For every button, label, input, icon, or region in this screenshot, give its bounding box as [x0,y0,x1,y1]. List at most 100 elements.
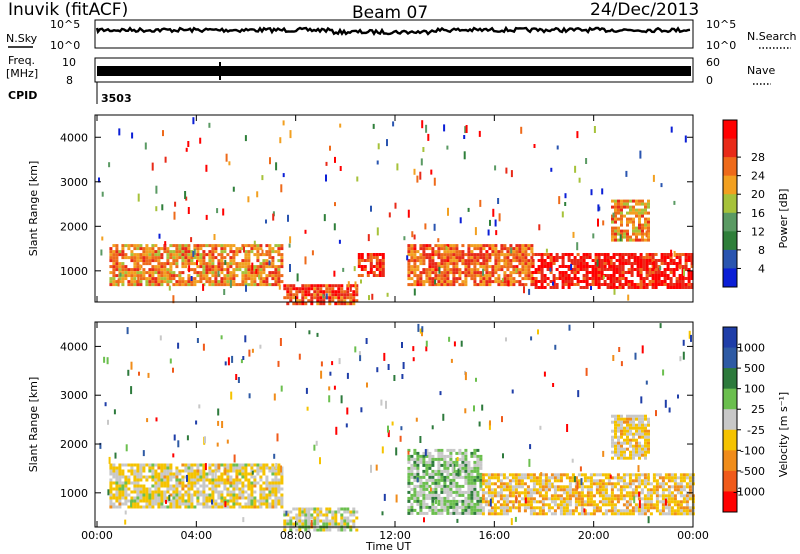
velocity-cell [208,499,212,503]
power-cell [223,283,227,287]
velocity-cell [538,500,542,504]
velocity-cell [461,454,465,458]
velocity-cell [107,419,109,425]
power-cell [118,268,122,272]
power-cell [521,247,525,251]
velocity-cell [538,482,542,486]
velocity-cell [413,499,417,503]
velocity-cell [628,473,632,477]
power-cell [464,126,467,134]
power-cell [304,229,307,234]
power-cell [654,283,658,286]
power-cell [139,247,143,251]
power-cell [235,274,239,278]
velocity-cell [169,484,173,488]
velocity-cell [617,450,620,454]
power-cell [319,287,323,291]
power-cell [524,247,528,251]
power-cell [407,253,411,257]
power-cell [627,280,631,283]
velocity-cell [428,451,432,455]
velocity-cell [446,460,450,464]
power-cell [549,267,552,272]
velocity-cell [304,519,308,523]
power-cell [172,295,175,304]
power-cell [609,286,613,289]
velocity-cell [109,505,113,509]
velocity-cell [461,511,465,515]
velocity-cell [455,469,459,473]
power-cell [388,212,391,218]
power-cell [597,265,601,268]
velocity-cell [256,463,260,467]
power-cell [494,250,498,254]
velocity-cell [617,447,620,451]
velocity-cell [214,487,218,491]
power-cell [181,277,185,281]
power-cell [310,287,314,291]
velocity-cell [601,497,605,501]
velocity-cell [259,475,263,479]
power-cell [558,271,562,274]
velocity-cell [661,488,665,492]
power-cell [684,265,688,268]
velocity-cell [443,466,447,470]
power-cell [440,259,444,263]
velocity-cell [643,494,647,498]
velocity-cell [160,472,164,476]
velocity-cell [190,469,194,473]
power-cell [527,253,531,257]
power-cell [623,199,626,203]
power-cell [500,250,504,254]
power-cell [621,283,625,286]
velocity-cell [611,441,614,445]
power-cell [133,247,137,251]
velocity-cell [622,503,626,507]
velocity-cell [273,393,276,401]
velocity-cell [229,469,233,473]
velocity-cell [413,490,417,494]
x-tick-label: 12:00 [379,529,411,542]
power-cell [612,253,616,256]
power-cell [543,277,547,280]
velocity-cell [682,339,685,346]
velocity-cell [250,505,254,509]
velocity-cell [580,497,584,501]
velocity-cell [265,478,269,482]
velocity-cell [682,497,686,501]
power-cell [292,293,296,297]
power-cell [629,220,632,224]
power-cell [220,247,224,251]
velocity-cell [274,502,278,506]
velocity-cell [556,506,560,510]
power-cell [410,277,414,281]
velocity-cell [645,380,648,385]
velocity-cell [262,487,266,491]
velocity-cell [493,491,497,495]
power-cell [633,256,637,259]
velocity-cell [407,484,411,488]
power-cell [621,271,625,274]
velocity-cell [425,472,429,476]
power-cell [154,253,158,257]
velocity-cell [202,490,206,494]
velocity-cell [437,463,441,467]
power-cell [458,253,462,257]
power-cell [286,296,290,300]
velocity-cell [589,494,593,498]
velocity-cell [292,516,296,520]
power-cell [641,229,644,233]
velocity-cell [568,476,572,480]
power-cell [644,223,647,227]
power-cell [271,265,275,269]
velocity-cell [175,472,179,476]
velocity-cell [340,528,344,532]
velocity-cell [458,499,462,503]
power-cell [247,271,251,275]
power-cell [591,274,595,277]
velocity-cell [343,516,347,520]
power-cell [470,271,474,275]
power-cell [148,262,152,266]
power-cell [208,280,212,284]
velocity-cell [157,472,161,476]
